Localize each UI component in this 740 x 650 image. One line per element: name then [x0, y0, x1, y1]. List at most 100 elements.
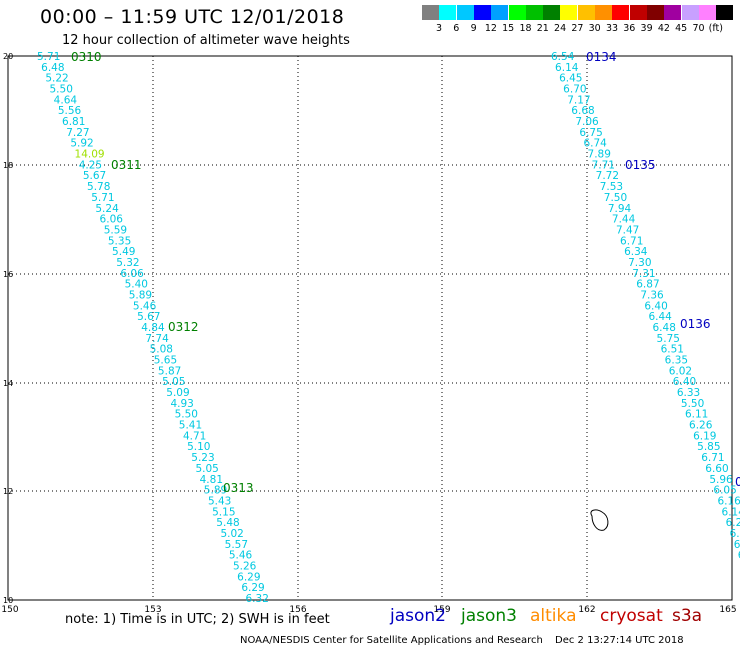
- pass-labels: 0310 0311 0312 0313 0134 0135 0136 0: [71, 50, 740, 495]
- swh-value-west: 5.26: [233, 560, 257, 572]
- scale-label: 21: [536, 23, 549, 34]
- swh-value-west: 5.10: [187, 441, 210, 453]
- swh-value-west: 6.06: [120, 268, 144, 280]
- swh-value-west: 6.32: [246, 593, 269, 605]
- swh-value-east: 5.50: [681, 398, 704, 410]
- swh-value-east: 7.94: [608, 203, 632, 215]
- swh-value-east: 6.16: [717, 495, 740, 507]
- swh-value-west: 6.48: [41, 62, 64, 74]
- scale-label: 42: [657, 23, 670, 34]
- map-tick-labels: 150 153 156 159 162 165 20 18 16 14 12 10: [1, 52, 736, 615]
- swh-value-east: 6.3: [738, 550, 740, 562]
- swh-value-east: 6.33: [677, 387, 700, 399]
- swh-value-east: 7.50: [604, 192, 627, 204]
- swh-value-west: 4.71: [183, 430, 206, 442]
- scale-label: 24: [554, 23, 567, 34]
- swh-value-west: 5.22: [45, 73, 68, 85]
- scale-label: 3: [435, 23, 443, 34]
- swh-value-east: 5.96: [709, 474, 733, 486]
- page-subtitle: 12 hour collection of altimeter wave hei…: [62, 33, 350, 48]
- scale-swatch: [491, 5, 509, 20]
- y-tick-label: 12: [3, 487, 13, 496]
- satellite-legend-item: jason2: [390, 606, 446, 626]
- x-tick-label: 156: [289, 605, 306, 615]
- swh-value-east: 6.70: [563, 84, 586, 96]
- swh-value-east: 6.11: [685, 409, 708, 421]
- swh-value-east: 5.75: [657, 333, 680, 345]
- swh-value-west: 5.50: [50, 84, 73, 96]
- swh-value-west: 4.84: [141, 322, 165, 334]
- map-frame: [7, 55, 733, 601]
- y-tick-label: 10: [3, 596, 13, 605]
- pass-id-label: 0310: [71, 50, 102, 64]
- swh-value-west: 5.32: [116, 257, 139, 269]
- swh-value-east: 7.36: [640, 289, 664, 301]
- swh-value-west: 6.29: [237, 571, 260, 583]
- swh-value-west: 5.78: [87, 181, 110, 193]
- swh-value-east: 6.60: [705, 463, 728, 475]
- swh-value-west: 5.71: [37, 51, 60, 63]
- swh-value-east: 6.75: [579, 127, 602, 139]
- scale-swatch: [681, 5, 699, 20]
- swh-value-east: 7.31: [632, 268, 655, 280]
- swh-value-west: 5.05: [195, 463, 218, 475]
- swh-value-west: 5.49: [112, 246, 135, 258]
- swh-value-west: 5.09: [166, 387, 189, 399]
- swh-value-west: 5.50: [175, 409, 198, 421]
- scale-label: 70: [692, 23, 705, 34]
- swh-value-west: 6.29: [241, 582, 264, 594]
- x-tick-label: 159: [433, 605, 450, 615]
- swh-value-east: 6.54: [551, 51, 575, 63]
- swh-value-east: 7.30: [628, 257, 651, 269]
- swh-value-west: 5.46: [133, 300, 157, 312]
- page-title: 00:00 – 11:59 UTC 12/01/2018: [40, 6, 345, 28]
- scale-swatch: [439, 5, 457, 20]
- swh-value-west: 5.24: [95, 203, 119, 215]
- scale-swatch: [422, 5, 439, 20]
- swh-value-west: 14.09: [75, 149, 105, 161]
- scale-swatch: [543, 5, 561, 20]
- scale-swatch: [577, 5, 595, 20]
- swh-value-west: 5.23: [191, 452, 214, 464]
- scale-label: 39: [640, 23, 653, 34]
- scale-swatch: [716, 5, 734, 20]
- swh-value-west: 5.46: [229, 550, 253, 562]
- island-outline: [590, 509, 609, 531]
- swh-value-east: 7.53: [600, 181, 623, 193]
- swh-value-west: 5.48: [216, 517, 239, 529]
- swh-value-west: 5.65: [154, 355, 177, 367]
- swh-value-east: 6.02: [669, 365, 692, 377]
- satellite-legend-item: altika: [530, 606, 577, 626]
- credit-line: NOAA/NESDIS Center for Satellite Applica…: [240, 635, 543, 646]
- scale-swatch: [456, 5, 474, 20]
- generation-timestamp: Dec 2 13:27:14 UTC 2018: [555, 635, 684, 646]
- swh-value-west: 6.06: [100, 214, 124, 226]
- swh-value-west: 5.89: [204, 485, 227, 497]
- scale-label: 30: [588, 23, 601, 34]
- swh-value-west: 7.27: [66, 127, 89, 139]
- y-tick-label: 20: [3, 52, 13, 61]
- swh-value-east: 6.34: [730, 528, 740, 540]
- scale-label: 15: [502, 23, 515, 34]
- swh-value-west: 5.92: [70, 138, 93, 150]
- map-grid: [7, 55, 733, 601]
- scale-swatch: [473, 5, 491, 20]
- y-tick-label: 14: [3, 379, 13, 388]
- x-tick-label: 162: [578, 605, 595, 615]
- pass-id-label: 0136: [680, 317, 711, 331]
- swh-value-east: 7.44: [612, 214, 636, 226]
- scale-swatch: [646, 5, 664, 20]
- scale-label: 18: [519, 23, 532, 34]
- scale-label: 12: [484, 23, 497, 34]
- swh-value-east: 6.48: [653, 322, 676, 334]
- swh-value-west: 5.40: [125, 279, 148, 291]
- pass-id-label: 0313: [223, 481, 254, 495]
- swh-value-east: 6.40: [673, 376, 696, 388]
- swh-value-east: 6.26: [689, 420, 713, 432]
- swh-value-east: 6.44: [648, 311, 672, 323]
- swh-value-east: 6.40: [644, 300, 667, 312]
- scale-swatch: [612, 5, 630, 20]
- swh-value-east: 6.14: [722, 506, 740, 518]
- swh-value-west: 5.05: [162, 376, 185, 388]
- swh-value-west: 5.56: [58, 105, 82, 117]
